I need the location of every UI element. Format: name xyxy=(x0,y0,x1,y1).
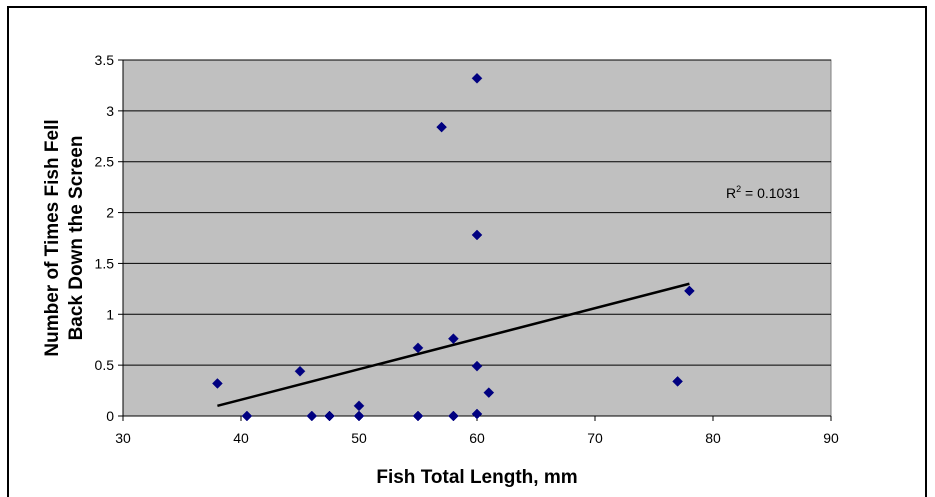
y-tick-label: 1 xyxy=(106,306,114,322)
data-point xyxy=(294,365,306,377)
y-tick-label: 2 xyxy=(106,205,114,221)
x-tick-label: 70 xyxy=(587,430,603,446)
data-point xyxy=(471,229,483,241)
data-points xyxy=(212,72,695,422)
x-axis-title: Fish Total Length, mm xyxy=(376,467,577,488)
data-point xyxy=(436,121,447,133)
data-point xyxy=(306,410,318,422)
data-point xyxy=(212,378,223,389)
trendline xyxy=(217,282,690,408)
data-point xyxy=(448,333,459,345)
y-tick-label: 2.5 xyxy=(95,154,115,170)
r-squared-superscript: 2 xyxy=(736,184,741,194)
x-axis-ticks: 30 40 50 60 70 80 90 xyxy=(115,416,839,446)
y-axis-title: Number of Times Fish Fell Back Down the … xyxy=(42,119,87,356)
data-point xyxy=(448,410,459,422)
x-tick-label: 40 xyxy=(233,430,249,446)
data-point xyxy=(471,360,483,372)
data-point xyxy=(412,410,424,422)
r-squared-annotation: R2 = 0.1031 xyxy=(726,184,800,201)
data-point xyxy=(353,410,365,422)
chart-frame xyxy=(7,6,927,497)
x-tick-label: 80 xyxy=(705,430,721,446)
y-tick-label: 3 xyxy=(106,103,114,119)
x-tick-label: 30 xyxy=(115,430,131,446)
y-tick-label: 1.5 xyxy=(95,255,115,271)
x-tick-label: 50 xyxy=(351,430,367,446)
y-axis-title-line-1: Number of Times Fish Fell xyxy=(42,119,63,356)
data-point xyxy=(684,285,695,297)
y-tick-label: 3.5 xyxy=(95,52,115,68)
y-axis-ticks: 0 0.5 1 1.5 2 2.5 3 3.5 xyxy=(95,52,123,424)
y-tick-label: 0 xyxy=(106,408,114,424)
y-axis-title-line-2: Back Down the Screen xyxy=(66,136,87,341)
data-point xyxy=(412,342,424,354)
data-point xyxy=(483,387,495,398)
x-tick-label: 90 xyxy=(823,430,839,446)
data-point xyxy=(471,408,483,420)
y-tick-label: 0.5 xyxy=(95,357,115,373)
data-point xyxy=(324,410,335,422)
r-squared-prefix: R xyxy=(726,185,736,201)
x-tick-label: 60 xyxy=(469,430,485,446)
r-squared-value: = 0.1031 xyxy=(741,185,800,201)
data-point xyxy=(672,376,683,387)
data-point xyxy=(241,410,253,422)
data-point xyxy=(471,72,483,84)
